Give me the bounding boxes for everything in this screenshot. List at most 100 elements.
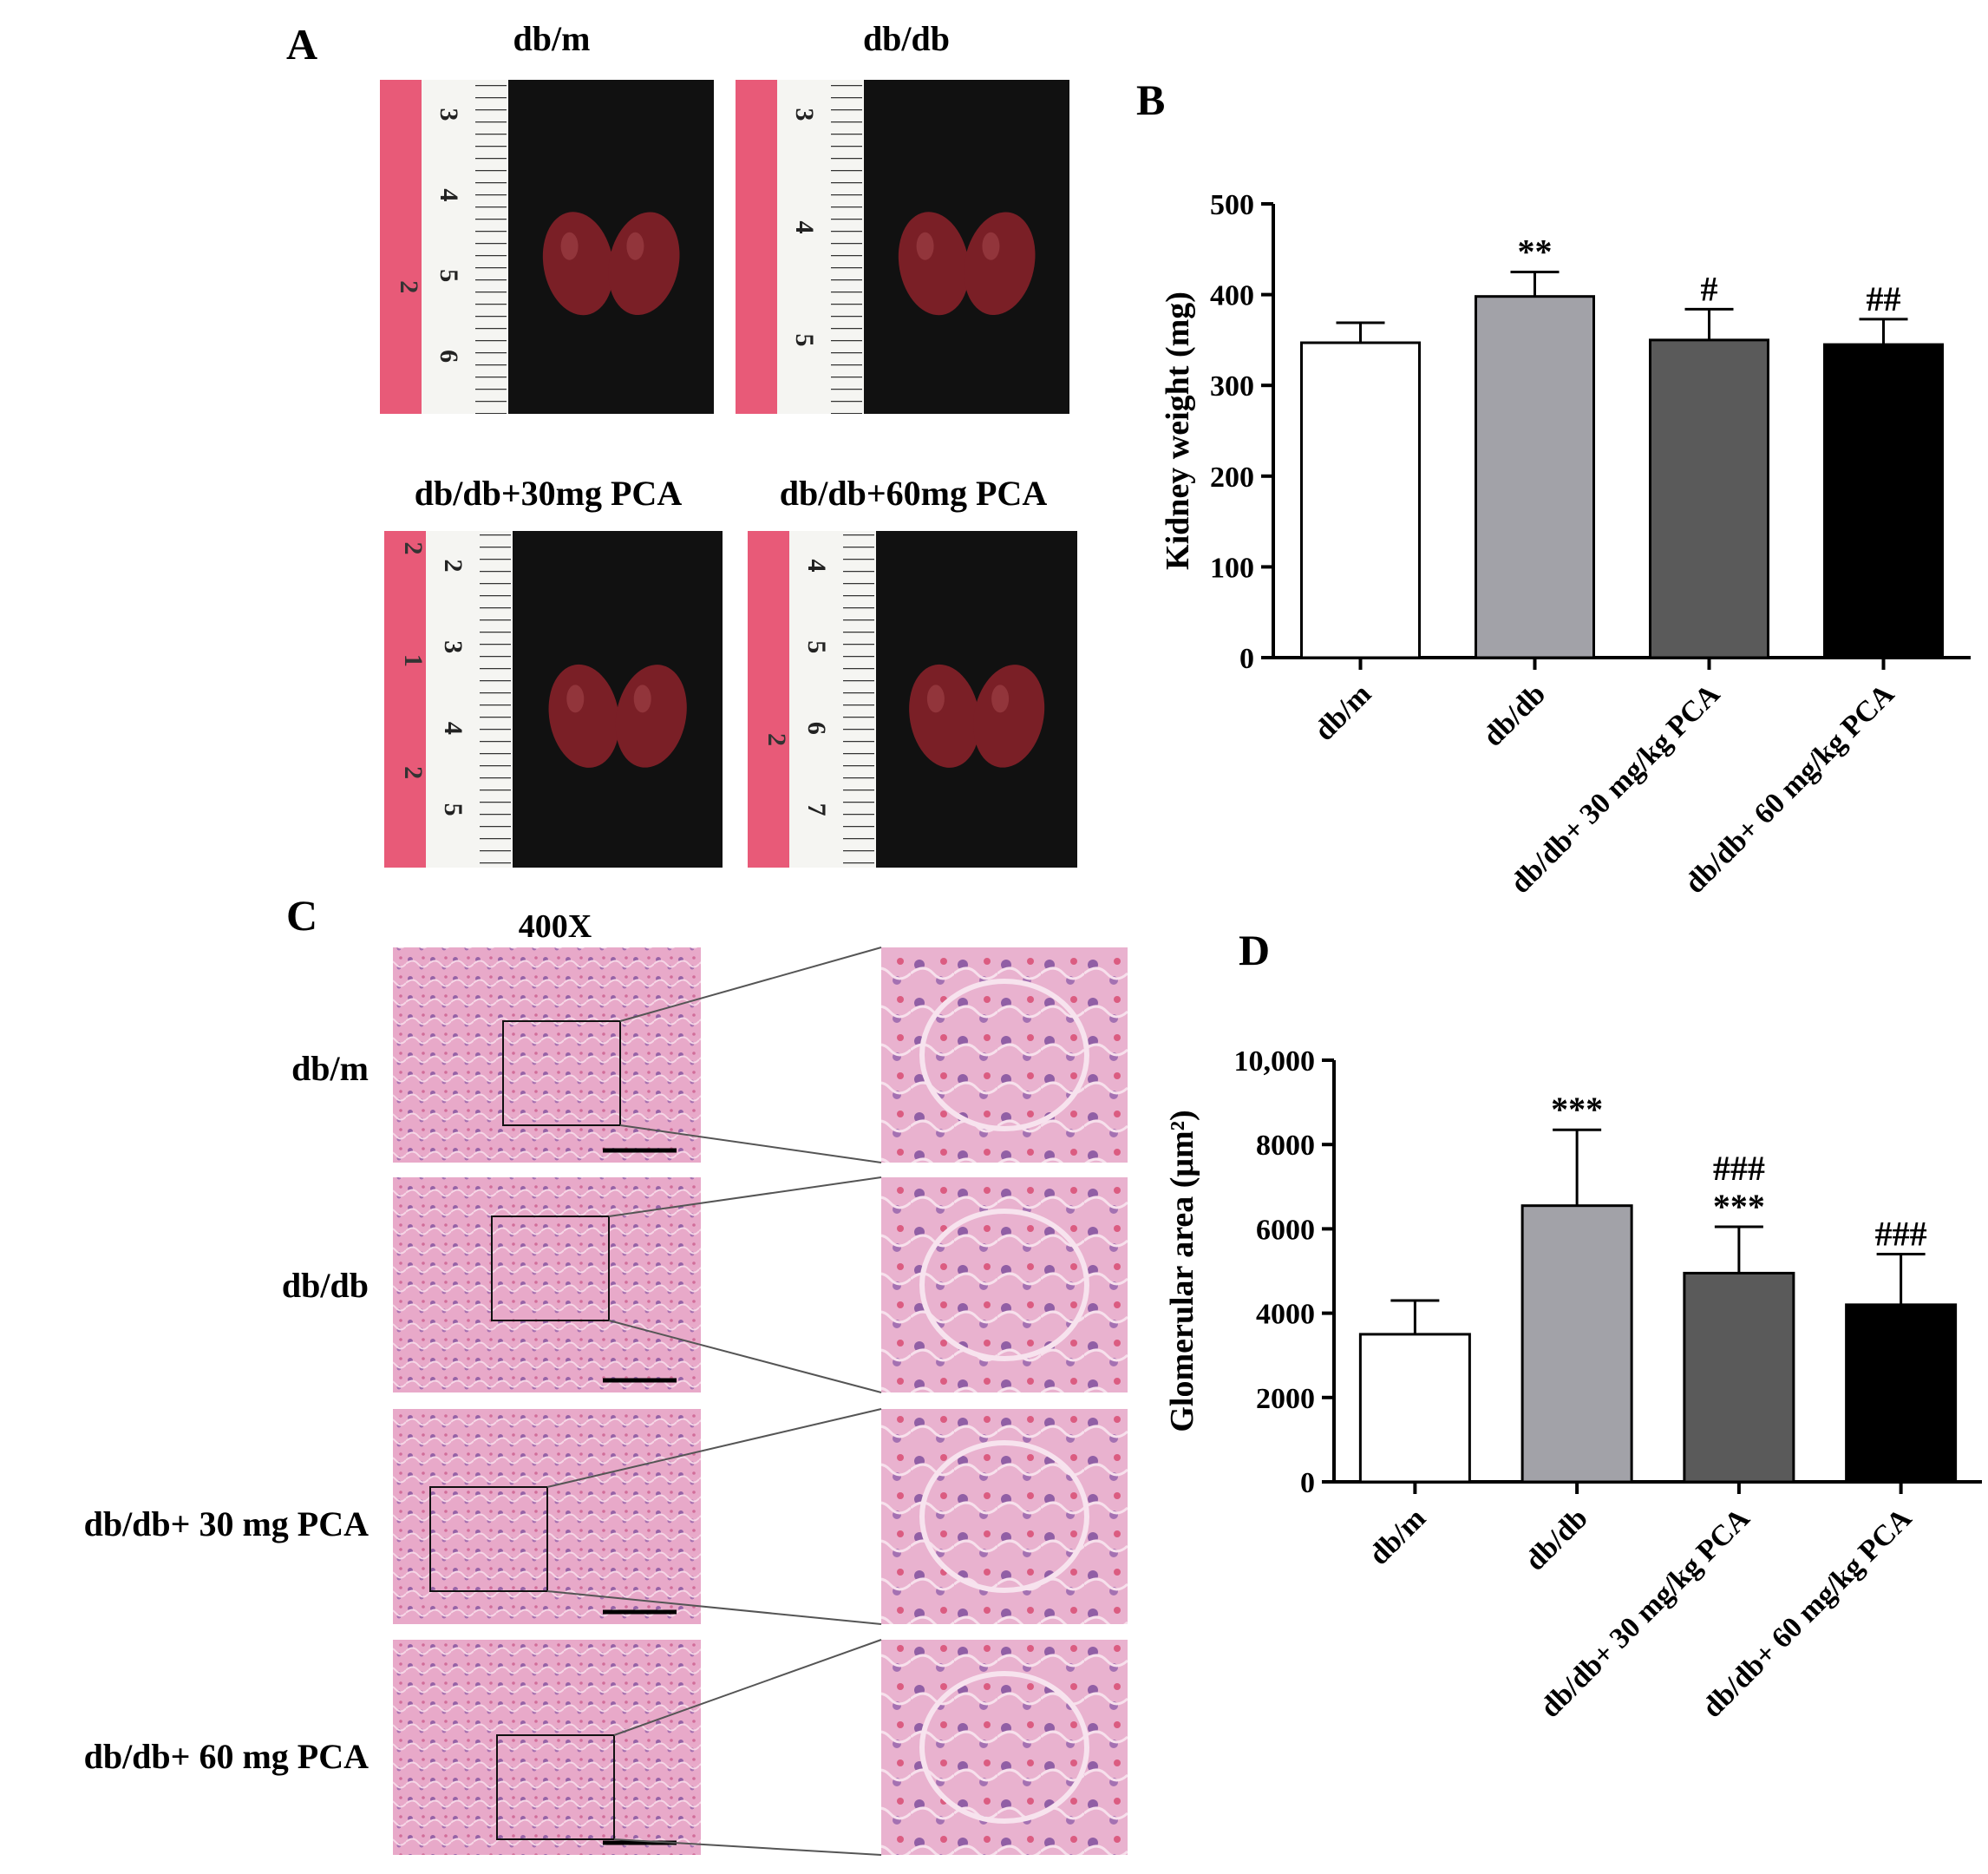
bar-4 (1823, 343, 1944, 659)
histology-row-1: db/m (291, 947, 1128, 1163)
y-tick-label: 2000 (1256, 1383, 1315, 1415)
bar-3 (1683, 1271, 1795, 1484)
bar-2 (1475, 295, 1595, 659)
photo-title: db/db+60mg PCA (780, 474, 1048, 513)
histology-row-2: db/db (282, 1176, 1128, 1393)
kidney-shape (898, 212, 970, 316)
kidney-photo-1: db/m 2 3 4 5 6 (380, 19, 714, 414)
bar-4 (1845, 1303, 1958, 1484)
photo-background (864, 80, 1069, 414)
histology-row-3: db/db+ 30 mg PCA (84, 1408, 1128, 1625)
photo-title: db/m (513, 19, 591, 58)
glomerular-area-chart: 0 2000 4000 6000 8000 10,000 Glomerular area (… (1164, 1045, 1982, 1724)
zoom-connector-top (619, 947, 882, 1022)
kidney-shape (615, 665, 687, 768)
ruler-mark-label: 3 (439, 640, 468, 653)
glomerulus-outline (919, 1671, 1089, 1824)
ruler-mark-label: 7 (802, 803, 831, 816)
y-tick-label: 4000 (1256, 1299, 1315, 1331)
ruler-ticks (843, 531, 874, 868)
zoom-connector-bottom (613, 1838, 882, 1856)
x-tick-label: db/m (1363, 1502, 1432, 1571)
zoom-region-box (496, 1734, 615, 1840)
ruler-pink-strip (736, 80, 777, 414)
y-tick-label: 300 (1210, 370, 1254, 403)
panel-letter-a: A (286, 20, 317, 69)
y-tick-label: 0 (1239, 643, 1254, 675)
ruler-cm-label: 2 (399, 542, 428, 555)
zoom-connector-bottom (546, 1590, 882, 1625)
ruler-mark-label: 6 (435, 350, 463, 363)
x-tick-label: db/db (1519, 1502, 1593, 1576)
ruler-mark-label: 4 (802, 560, 831, 573)
ruler-mark-label: 6 (802, 722, 831, 735)
ruler-mark-label: 5 (790, 334, 819, 347)
kidney-highlight (566, 685, 585, 713)
bar-1 (1358, 1333, 1471, 1484)
magnification-label: 400X (519, 908, 592, 945)
histology-row-4: db/db+ 60 mg PCA (84, 1639, 1128, 1856)
panel-letter-d: D (1239, 926, 1270, 974)
significance-marker: ### (1875, 1215, 1927, 1254)
ruler-mark-label: 3 (435, 108, 463, 121)
kidney-shape (542, 212, 614, 316)
ruler-ticks (480, 531, 511, 868)
kidney-highlight (626, 232, 644, 260)
significance-marker: *** (1713, 1187, 1765, 1226)
tissue-image (393, 1177, 701, 1392)
kidney-highlight (633, 685, 651, 713)
ruler-ticks (475, 80, 507, 414)
y-tick-label: 100 (1210, 552, 1254, 584)
zoom-connector-bottom (608, 1320, 882, 1393)
zoom-connector-top (608, 1176, 882, 1217)
photo-background (876, 531, 1077, 868)
ruler-cm-label: 2 (762, 733, 791, 746)
photo-background (513, 531, 723, 868)
photo-title: db/db (863, 19, 950, 58)
y-tick-label: 200 (1210, 462, 1254, 494)
ruler-pink-strip (748, 531, 789, 868)
ruler-pink-strip (384, 531, 426, 868)
ruler-cm-label: 1 (399, 654, 428, 667)
y-tick-label: 10,000 (1234, 1045, 1316, 1078)
significance-marker: ### (1713, 1149, 1765, 1188)
row-label: db/db+ 30 mg PCA (84, 1504, 369, 1543)
tissue-image (393, 1640, 701, 1855)
ruler-cm-label: 2 (395, 280, 423, 293)
significance-marker: ## (1867, 279, 1901, 318)
ruler-mark-label: 3 (790, 108, 819, 121)
ruler-mark-label: 2 (439, 560, 468, 573)
zoom-region-box (429, 1486, 548, 1592)
significance-marker: *** (1551, 1090, 1603, 1129)
zoom-connector-top (613, 1639, 882, 1736)
ruler-mark-label: 4 (439, 722, 468, 735)
significance-marker: ** (1518, 232, 1553, 271)
glomerulus-outline (919, 1440, 1089, 1593)
kidney-highlight (982, 232, 1000, 260)
kidney-highlight (916, 232, 934, 260)
kidney-photo-4: db/db+60mg PCA 2 4 5 6 7 (748, 474, 1077, 868)
row-label: db/db+ 60 mg PCA (84, 1737, 369, 1776)
tissue-image (393, 947, 701, 1163)
kidney-shape (608, 212, 680, 316)
kidney-weight-chart: 0 100 200 300 400 500 Kidney weight (mg) db/m db… (1160, 189, 1971, 900)
kidney-shape (548, 664, 620, 768)
y-axis-label: Kidney weight (mg) (1160, 292, 1196, 570)
significance-marker: # (1701, 269, 1718, 308)
row-label: db/m (291, 1049, 369, 1088)
panel-letter-b: B (1136, 75, 1165, 124)
y-tick-label: 400 (1210, 280, 1254, 312)
bar-2 (1520, 1204, 1633, 1484)
y-tick-label: 6000 (1256, 1214, 1315, 1246)
kidney-highlight (926, 685, 945, 713)
zoom-connector-top (546, 1408, 882, 1488)
panel-letter-c: C (286, 891, 317, 940)
bar-1 (1300, 341, 1421, 659)
ruler-mark-label: 4 (435, 188, 463, 201)
glomerulus-outline (919, 979, 1089, 1131)
ruler-cm-label: 2 (399, 766, 428, 779)
ruler-mark-label: 5 (439, 803, 468, 816)
bar-3 (1649, 338, 1769, 659)
y-tick-label: 500 (1210, 189, 1254, 221)
